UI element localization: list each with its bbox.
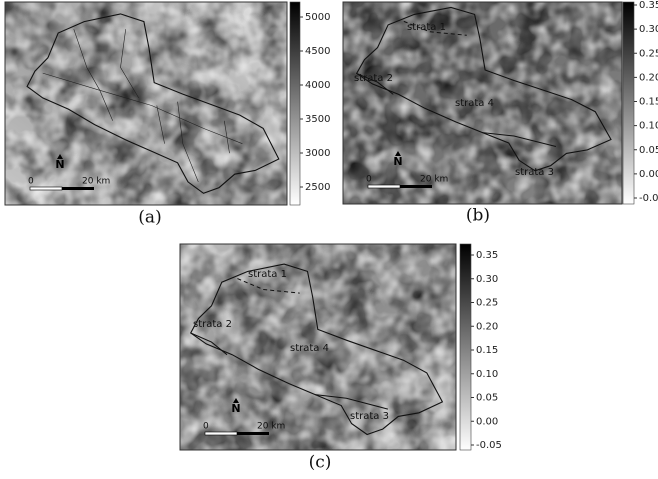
strata-label: strata 1 — [407, 22, 446, 33]
colorbar-tick-label: 0.10 — [476, 369, 498, 380]
scale-bar-label: 20 km — [257, 422, 285, 432]
colorbar-tick-label: 0.00 — [639, 169, 658, 180]
colorbar-tick-label: 0.25 — [639, 48, 658, 59]
map-panel: 0 20 km N 5000 4500 4000 3500 3000 2500 (a) — [5, 2, 330, 228]
colorbar-tick-label: 3000 — [305, 148, 330, 159]
colorbar-tick-label: 4500 — [305, 46, 330, 57]
panel-caption: (c) — [309, 453, 332, 473]
colorbar-tick-label: 0.05 — [476, 393, 498, 404]
strata-label: strata 1 — [248, 269, 287, 280]
colorbar-tick-label: 0.30 — [639, 24, 658, 35]
scale-bar-label: 20 km — [82, 177, 110, 187]
colorbar-tick-label: 0.20 — [476, 321, 498, 332]
colorbar-tick-label: 0.00 — [476, 416, 498, 427]
north-label: N — [393, 155, 402, 168]
north-label: N — [231, 402, 240, 415]
strata-label: strata 4 — [455, 98, 494, 109]
panel-caption: (a) — [138, 208, 161, 228]
north-label: N — [55, 158, 64, 171]
figure: 0 20 km N 5000 4500 4000 3500 3000 2500 (a) strata… — [0, 0, 658, 479]
scale-bar-white — [368, 185, 400, 188]
colorbar-tick-label: 0.20 — [639, 72, 658, 83]
colorbar-tick-label: -0.05 — [639, 193, 658, 204]
scale-bar-label: 0 — [203, 422, 209, 432]
colorbar-tick-label: 4000 — [305, 80, 330, 91]
strata-label: strata 2 — [354, 73, 393, 84]
colorbar-tick-label: 0.35 — [476, 250, 498, 261]
strata-label: strata 4 — [290, 343, 329, 354]
colorbar-tick-label: 0.35 — [639, 0, 658, 11]
scale-bar-white — [30, 187, 62, 190]
colorbar-tick-label: 2500 — [305, 182, 330, 193]
colorbar-tick-label: 0.30 — [476, 274, 498, 285]
map-panel: strata 1 strata 2 strata 4 strata 3 0 20 km N 0… — [343, 0, 658, 226]
scale-bar-label: 20 km — [420, 175, 448, 185]
scale-bar-black — [400, 185, 432, 188]
scale-bar-label: 0 — [28, 177, 34, 187]
strata-label: strata 3 — [515, 167, 554, 178]
colorbar-tick-label: -0.05 — [476, 440, 502, 451]
colorbar-tick-label: 5000 — [305, 12, 330, 23]
strata-label: strata 2 — [193, 319, 232, 330]
scale-bar-black — [237, 432, 269, 435]
scale-bar-white — [205, 432, 237, 435]
colorbar-tick-label: 0.15 — [476, 345, 498, 356]
scale-bar-black — [62, 187, 94, 190]
colorbar-tick-label: 3500 — [305, 114, 330, 125]
strata-label: strata 3 — [350, 411, 389, 422]
colorbar-tick-label: 0.05 — [639, 145, 658, 156]
colorbar-tick-label: 0.10 — [639, 121, 658, 132]
colorbar-tick-label: 0.15 — [639, 97, 658, 108]
scale-bar-label: 0 — [366, 175, 372, 185]
colorbar — [290, 2, 300, 205]
colorbar — [460, 244, 471, 450]
panel-caption: (b) — [466, 206, 490, 226]
colorbar-tick-label: 0.25 — [476, 298, 498, 309]
colorbar — [623, 2, 634, 204]
map-panel: strata 1 strata 2 strata 4 strata 3 0 20 km N 0… — [180, 244, 502, 473]
